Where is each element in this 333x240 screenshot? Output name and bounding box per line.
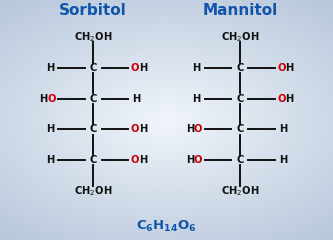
Text: CH$_2$OH: CH$_2$OH — [74, 184, 113, 198]
Text: O: O — [131, 155, 140, 165]
Text: O: O — [277, 63, 286, 73]
Text: H: H — [39, 94, 48, 104]
Text: O: O — [193, 155, 202, 165]
Text: O: O — [193, 124, 202, 134]
Text: H: H — [46, 63, 54, 73]
Text: H: H — [279, 155, 287, 165]
Text: O: O — [47, 94, 56, 104]
Text: H: H — [279, 124, 287, 134]
Text: H: H — [46, 124, 54, 134]
Text: CH$_2$OH: CH$_2$OH — [220, 184, 259, 198]
Text: H: H — [139, 124, 147, 134]
Text: C: C — [90, 63, 97, 73]
Text: C: C — [236, 155, 243, 165]
Text: O: O — [131, 63, 140, 73]
Text: Mannitol: Mannitol — [202, 3, 277, 18]
Text: H: H — [285, 94, 294, 104]
Text: H: H — [186, 155, 194, 165]
Text: Sorbitol: Sorbitol — [59, 3, 127, 18]
Text: CH$_2$OH: CH$_2$OH — [220, 30, 259, 44]
Text: H: H — [132, 94, 141, 104]
Text: C: C — [236, 124, 243, 134]
Text: H: H — [285, 63, 294, 73]
Text: C: C — [90, 124, 97, 134]
Text: O: O — [277, 94, 286, 104]
Text: $\mathbf{C_6H_{14}O_6}$: $\mathbf{C_6H_{14}O_6}$ — [136, 219, 197, 234]
Text: H: H — [192, 63, 201, 73]
Text: H: H — [186, 124, 194, 134]
Text: H: H — [139, 155, 147, 165]
Text: C: C — [236, 94, 243, 104]
Text: C: C — [90, 155, 97, 165]
Text: CH$_2$OH: CH$_2$OH — [74, 30, 113, 44]
Text: C: C — [236, 63, 243, 73]
Text: H: H — [46, 155, 54, 165]
Text: C: C — [90, 94, 97, 104]
Text: H: H — [192, 94, 201, 104]
Text: H: H — [139, 63, 147, 73]
Text: O: O — [131, 124, 140, 134]
